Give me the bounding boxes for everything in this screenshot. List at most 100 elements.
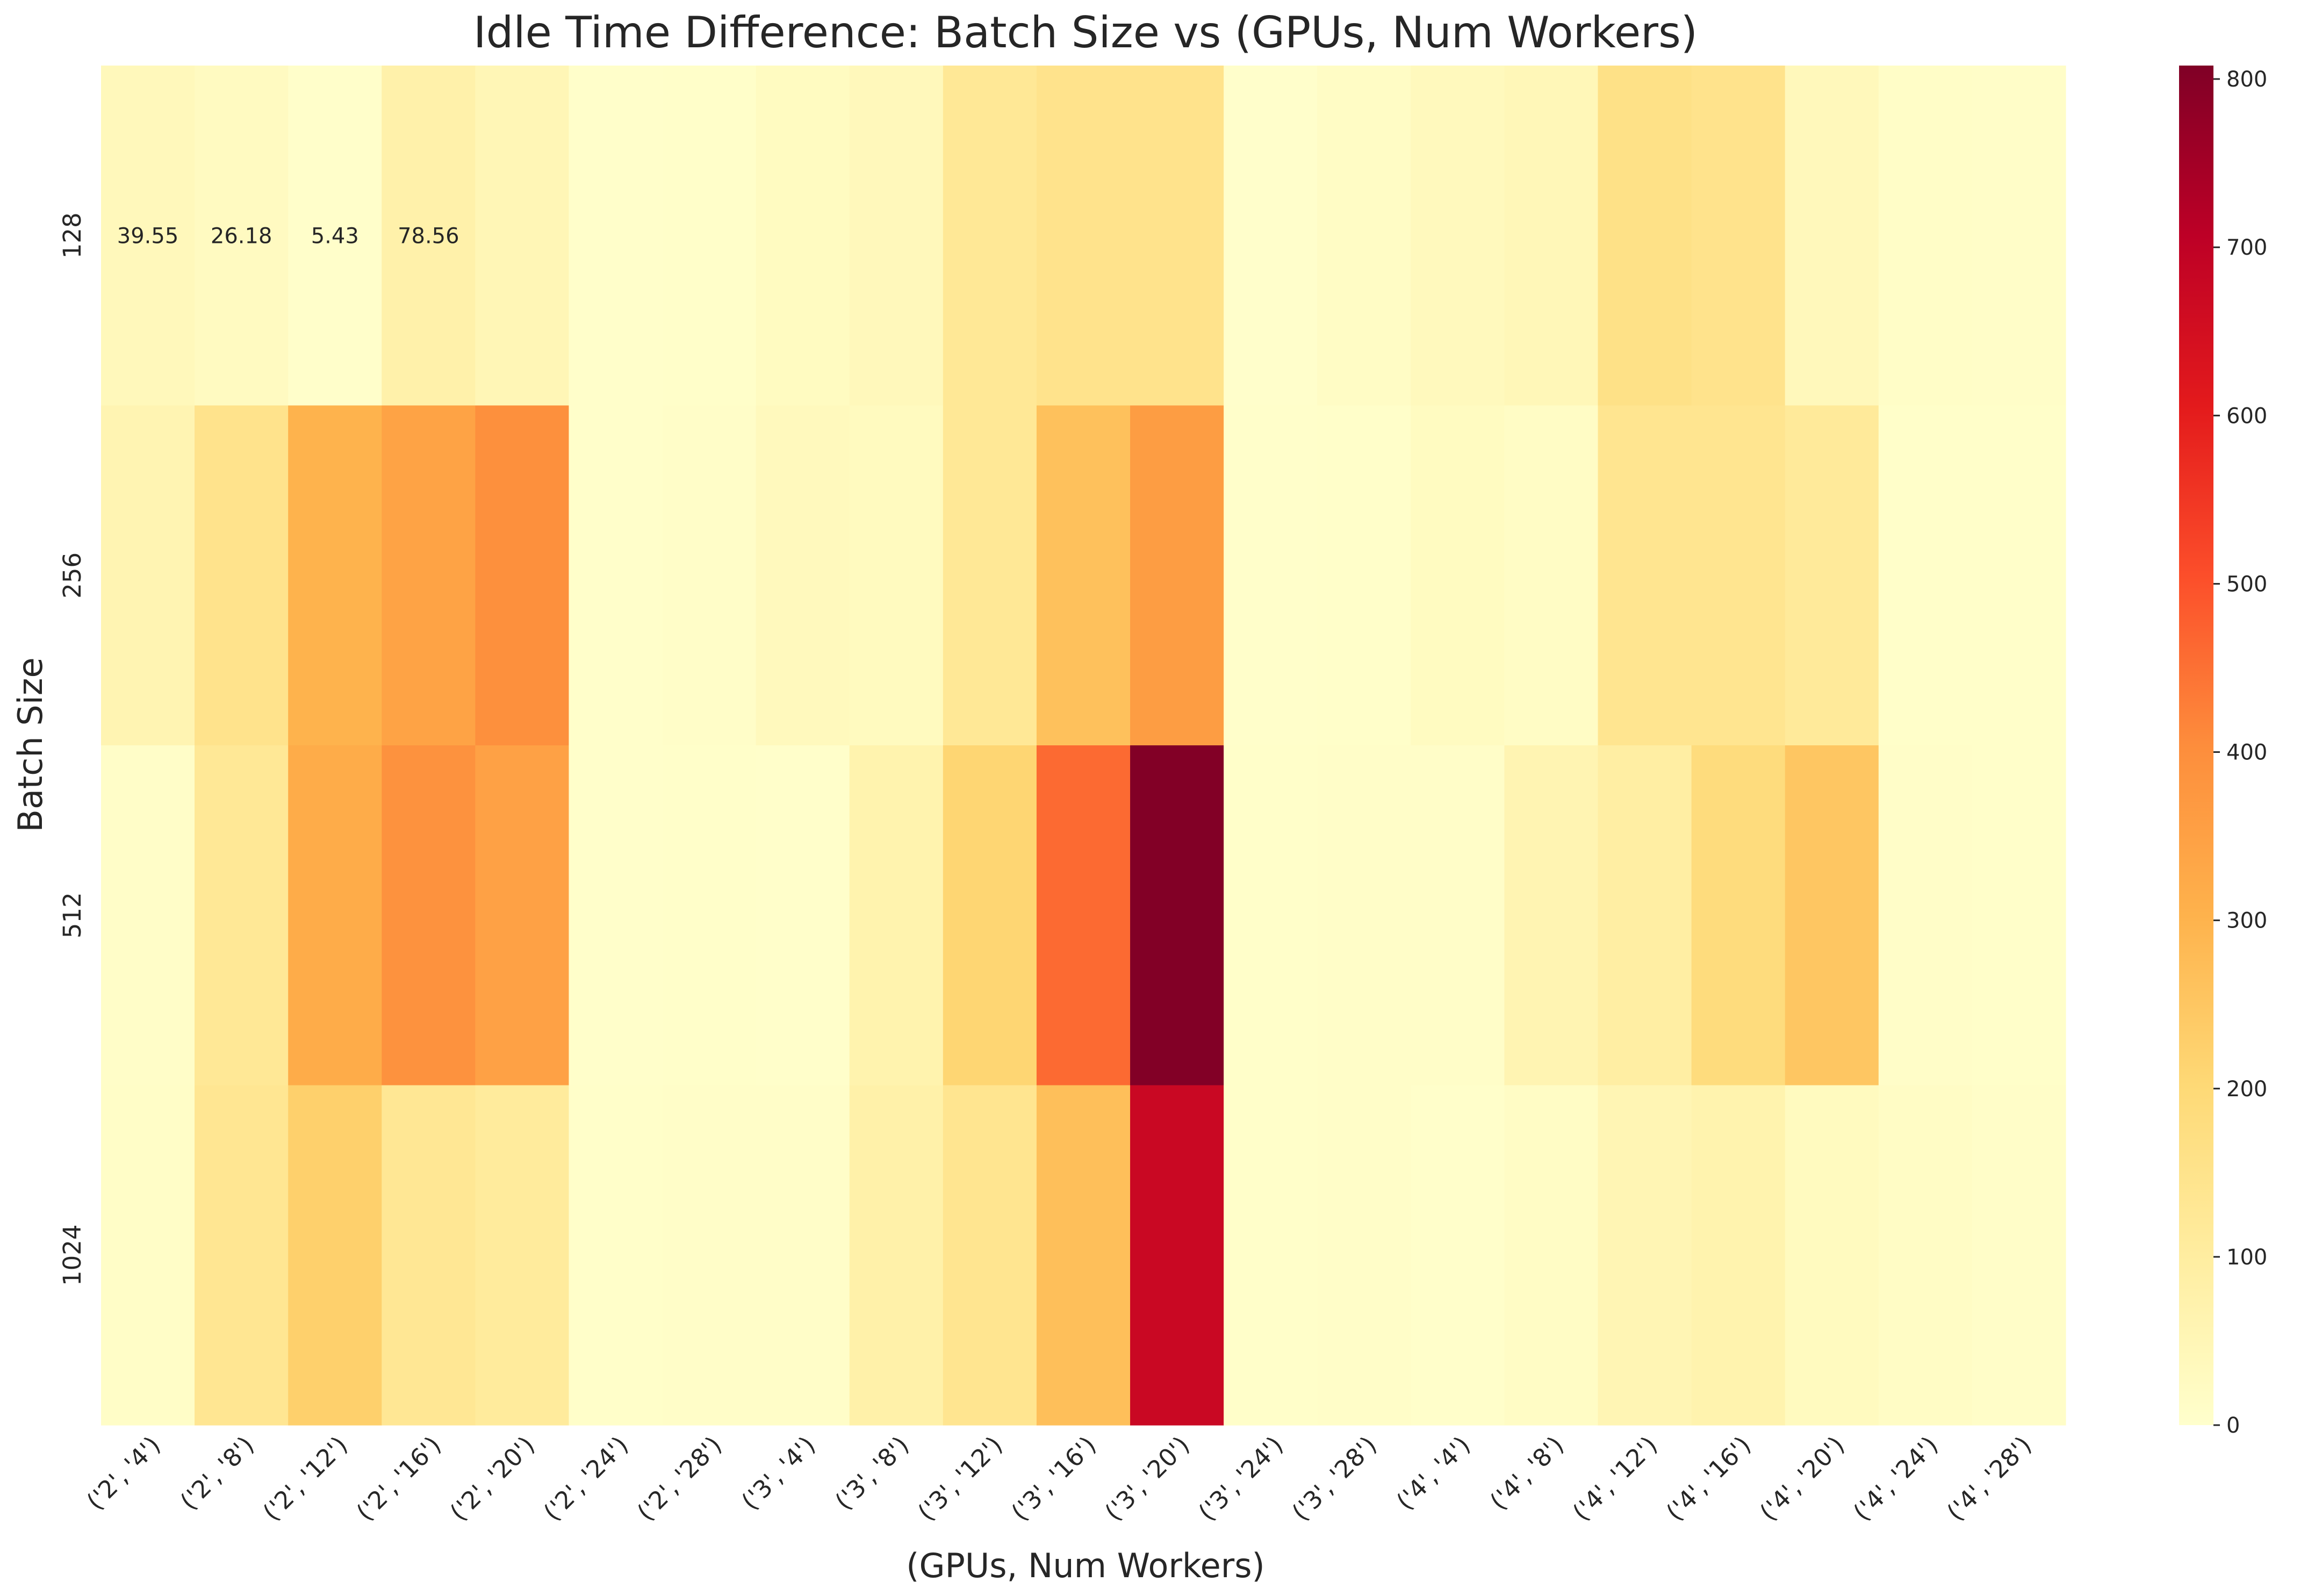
heatmap-cell <box>756 745 850 1086</box>
heatmap-cell <box>662 66 757 406</box>
heatmap-cell <box>569 1085 663 1426</box>
heatmap-cell <box>1785 745 1879 1086</box>
heatmap-cell <box>1785 405 1879 746</box>
heatmap-cell <box>569 745 663 1086</box>
heatmap-cell <box>1504 745 1599 1086</box>
x-tick-label: ('2', '28') <box>631 1430 727 1526</box>
heatmap-cell <box>1504 66 1599 406</box>
x-tick-label: ('3', '8') <box>830 1430 915 1515</box>
x-tick-label: ('3', '24') <box>1193 1430 1289 1526</box>
colorbar-tick-label: 100 <box>2226 1245 2267 1270</box>
heatmap-cell <box>288 405 382 746</box>
cell-annotation: 26.18 <box>211 224 272 248</box>
heatmap-cell <box>382 66 476 406</box>
heatmap-cell <box>1411 745 1505 1086</box>
heatmap-cell <box>1878 405 1973 746</box>
heatmap-cell <box>101 1085 195 1426</box>
heatmap-cell <box>1411 1085 1505 1426</box>
heatmap-cell <box>1130 745 1224 1086</box>
heatmap-cell <box>1317 745 1411 1086</box>
heatmap-cell <box>1130 1085 1224 1426</box>
cell-annotation: 5.43 <box>311 224 359 248</box>
x-axis-label: (GPUs, Num Workers) <box>906 1546 1264 1585</box>
heatmap-cell <box>569 66 663 406</box>
heatmap-cell <box>1691 1085 1786 1426</box>
heatmap-cell <box>1036 405 1131 746</box>
heatmap-cell <box>1972 405 2066 746</box>
heatmap-cell <box>101 745 195 1086</box>
heatmap-cell <box>1130 66 1224 406</box>
heatmap-cell <box>1878 745 1973 1086</box>
cell-annotation: 78.56 <box>398 224 459 248</box>
heatmap-cell <box>1878 66 1973 406</box>
heatmap-cell <box>943 1085 1037 1426</box>
x-tick-label: ('2', '4') <box>81 1430 166 1515</box>
heatmap-cell <box>1224 1085 1318 1426</box>
heatmap-cell <box>1972 66 2066 406</box>
x-tick-label: ('4', '12') <box>1567 1430 1663 1526</box>
heatmap-cell <box>1598 745 1692 1086</box>
heatmap-cell <box>1691 405 1786 746</box>
heatmap-cell <box>1317 1085 1411 1426</box>
y-tick-label: 256 <box>58 552 87 599</box>
heatmap-cell <box>1598 1085 1692 1426</box>
x-tick-label: ('3', '4') <box>736 1430 821 1515</box>
heatmap-cell <box>1224 66 1318 406</box>
heatmap-cell <box>195 745 289 1086</box>
x-tick-label: ('4', '24') <box>1847 1430 1943 1526</box>
x-tick-label: ('2', '24') <box>538 1430 634 1526</box>
heatmap-cell <box>943 745 1037 1086</box>
chart-title: Idle Time Difference: Batch Size vs (GPU… <box>473 8 1698 57</box>
heatmap-cell <box>195 405 289 746</box>
cell-annotations: 39.55 26.18 5.43 78.56 <box>117 224 459 248</box>
heatmap-cell <box>1224 745 1318 1086</box>
heatmap-cell <box>1691 745 1786 1086</box>
heatmap-cell <box>475 405 570 746</box>
heatmap-cell <box>1036 745 1131 1086</box>
heatmap-cell <box>1130 405 1224 746</box>
heatmap-cells <box>101 66 2066 1426</box>
colorbar-tick-label: 800 <box>2226 67 2267 92</box>
heatmap-cell <box>195 1085 289 1426</box>
heatmap-cell <box>1317 405 1411 746</box>
heatmap-cell <box>756 405 850 746</box>
x-tick-label: ('4', '8') <box>1484 1430 1569 1515</box>
heatmap-cell <box>849 66 944 406</box>
heatmap-cell <box>195 66 289 406</box>
heatmap-cell <box>1411 66 1505 406</box>
x-tick-label: ('2', '8') <box>175 1430 260 1515</box>
colorbar-tick-label: 700 <box>2226 235 2267 260</box>
x-tick-label: ('4', '4') <box>1391 1430 1476 1515</box>
heatmap-cell <box>849 1085 944 1426</box>
heatmap-cell <box>1691 66 1786 406</box>
heatmap-cell <box>475 745 570 1086</box>
y-axis-label: Batch Size <box>11 657 50 832</box>
heatmap-cell <box>1598 405 1692 746</box>
x-tick-label: ('2', '12') <box>257 1430 353 1526</box>
colorbar-tick-label: 300 <box>2226 909 2267 933</box>
heatmap-cell <box>756 66 850 406</box>
heatmap-cell <box>1411 405 1505 746</box>
y-tick-label: 128 <box>58 212 87 258</box>
heatmap-cell <box>1972 1085 2066 1426</box>
heatmap-cell <box>475 66 570 406</box>
x-tick-label: ('3', '12') <box>912 1430 1008 1526</box>
colorbar-tick-label: 0 <box>2226 1413 2240 1438</box>
cell-annotation: 39.55 <box>117 224 179 248</box>
heatmap-cell <box>382 405 476 746</box>
heatmap-cell <box>101 66 195 406</box>
heatmap-cell <box>756 1085 850 1426</box>
heatmap-cell <box>1036 66 1131 406</box>
x-tick-label: ('2', '16') <box>351 1430 447 1526</box>
x-tick-label: ('4', '16') <box>1660 1430 1756 1526</box>
heatmap-cell <box>101 405 195 746</box>
heatmap-cell <box>849 405 944 746</box>
heatmap-cell <box>1036 1085 1131 1426</box>
heatmap-cell <box>1878 1085 1973 1426</box>
x-tick-label: ('3', '20') <box>1099 1430 1195 1526</box>
heatmap-cell <box>288 1085 382 1426</box>
colorbar-tick-label: 400 <box>2226 741 2267 765</box>
x-tick-labels: ('2', '4') ('2', '8')('2', '12')('2', '16… <box>81 1430 2037 1526</box>
x-tick-label: ('4', '20') <box>1754 1430 1850 1526</box>
